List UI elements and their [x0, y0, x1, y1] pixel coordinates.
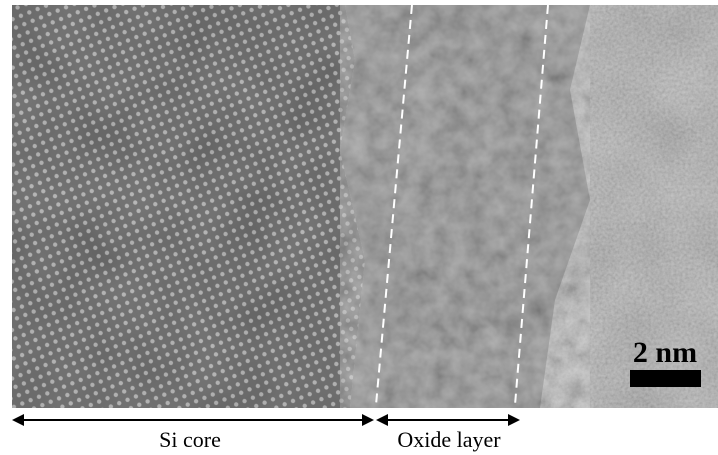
scale-bar	[630, 370, 701, 387]
contrast-variation	[12, 5, 718, 408]
arrow-head	[508, 414, 520, 426]
arrow-head	[376, 414, 388, 426]
region-label: Si core	[159, 427, 221, 452]
micrograph: 2 nm	[12, 5, 718, 408]
arrow-head	[362, 414, 374, 426]
annotations: Si core Oxide layer	[12, 414, 520, 452]
region-label: Oxide layer	[397, 427, 501, 452]
scale-label: 2 nm	[633, 336, 697, 369]
page: 2 nm Si core Oxide layer (() => { const …	[0, 0, 718, 455]
arrow-head	[12, 414, 24, 426]
tem-figure: 2 nm Si core Oxide layer	[0, 0, 718, 455]
